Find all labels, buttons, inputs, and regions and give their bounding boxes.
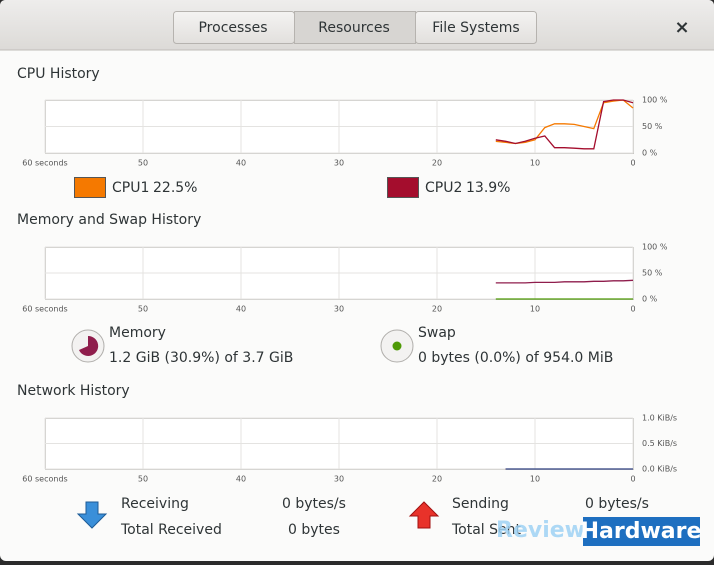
tab-resources[interactable] <box>294 11 416 44</box>
receiving-icon[interactable] <box>76 501 108 529</box>
swap-name: Swap <box>418 325 456 341</box>
x-tick-label: 50 <box>138 305 148 314</box>
x-tick-label: 20 <box>432 475 442 484</box>
section-title: CPU History <box>17 66 100 82</box>
y-tick-label: 50 % <box>642 269 663 278</box>
tab-label[interactable]: File Systems <box>432 20 519 36</box>
y-tick-label: 100 % <box>642 243 668 252</box>
legend-name: CPU1 <box>112 180 149 196</box>
series-line <box>495 99 634 150</box>
total-sent-label: Total Sent <box>451 522 522 538</box>
x-tick-label: 0 <box>630 475 635 484</box>
legend-value: 13.9% <box>466 180 510 196</box>
tab-label[interactable]: Resources <box>318 20 390 36</box>
x-tick-label: 30 <box>334 159 344 168</box>
total-received-label: Total Received <box>120 522 222 538</box>
sending-icon[interactable] <box>408 501 440 529</box>
x-tick-label: 40 <box>236 475 246 484</box>
y-tick-label: 1.0 KiB/s <box>642 414 677 423</box>
x-tick-label: 0 <box>630 305 635 314</box>
x-tick-label: 0 <box>630 159 635 168</box>
x-tick-label: 60 seconds <box>22 159 67 168</box>
memory-icon-pie <box>79 335 99 356</box>
series-line <box>495 279 634 284</box>
close-button[interactable]: × <box>674 17 689 38</box>
x-tick-label: 30 <box>334 475 344 484</box>
memory-name: Memory <box>109 325 166 341</box>
x-tick-label: 40 <box>236 159 246 168</box>
receiving-value: 0 bytes/s <box>282 496 346 512</box>
total-received-value: 0 bytes <box>288 522 340 538</box>
swap-detail: 0 bytes (0.0%) of 954.0 MiB <box>418 350 613 366</box>
section-title: Network History <box>17 383 130 399</box>
x-tick-label: 10 <box>530 159 540 168</box>
x-tick-label: 20 <box>432 305 442 314</box>
x-tick-label: 10 <box>530 475 540 484</box>
y-tick-label: 0 % <box>642 149 658 158</box>
tab-file-systems[interactable] <box>415 11 537 44</box>
x-tick-label: 30 <box>334 305 344 314</box>
watermark-box <box>583 517 700 546</box>
y-tick-label: 0 % <box>642 295 658 304</box>
sending-value: 0 bytes/s <box>585 496 649 512</box>
x-tick-label: 20 <box>432 159 442 168</box>
watermark-review: Review <box>496 518 585 543</box>
watermark-hardware: Hardware <box>581 519 702 544</box>
x-tick-label: 60 seconds <box>22 305 67 314</box>
y-tick-label: 100 % <box>642 96 668 105</box>
legend-swatch[interactable] <box>387 177 419 198</box>
legend-name: CPU2 <box>425 180 462 196</box>
swap-icon-dot <box>392 341 402 351</box>
x-tick-label: 50 <box>138 475 148 484</box>
y-tick-label: 0.5 KiB/s <box>642 439 677 448</box>
y-tick-label: 50 % <box>642 122 663 131</box>
y-tick-label: 0.0 KiB/s <box>642 465 677 474</box>
x-tick-label: 60 seconds <box>22 475 67 484</box>
receiving-label: Receiving <box>121 496 189 512</box>
section-title: Memory and Swap History <box>17 212 201 228</box>
x-tick-label: 40 <box>236 305 246 314</box>
x-tick-label: 10 <box>530 305 540 314</box>
x-tick-label: 50 <box>138 159 148 168</box>
sending-label: Sending <box>452 496 509 512</box>
legend-swatch[interactable] <box>74 177 106 198</box>
tab-label[interactable]: Processes <box>198 20 267 36</box>
memory-detail: 1.2 GiB (30.9%) of 3.7 GiB <box>109 350 293 366</box>
legend-value: 22.5% <box>153 180 197 196</box>
